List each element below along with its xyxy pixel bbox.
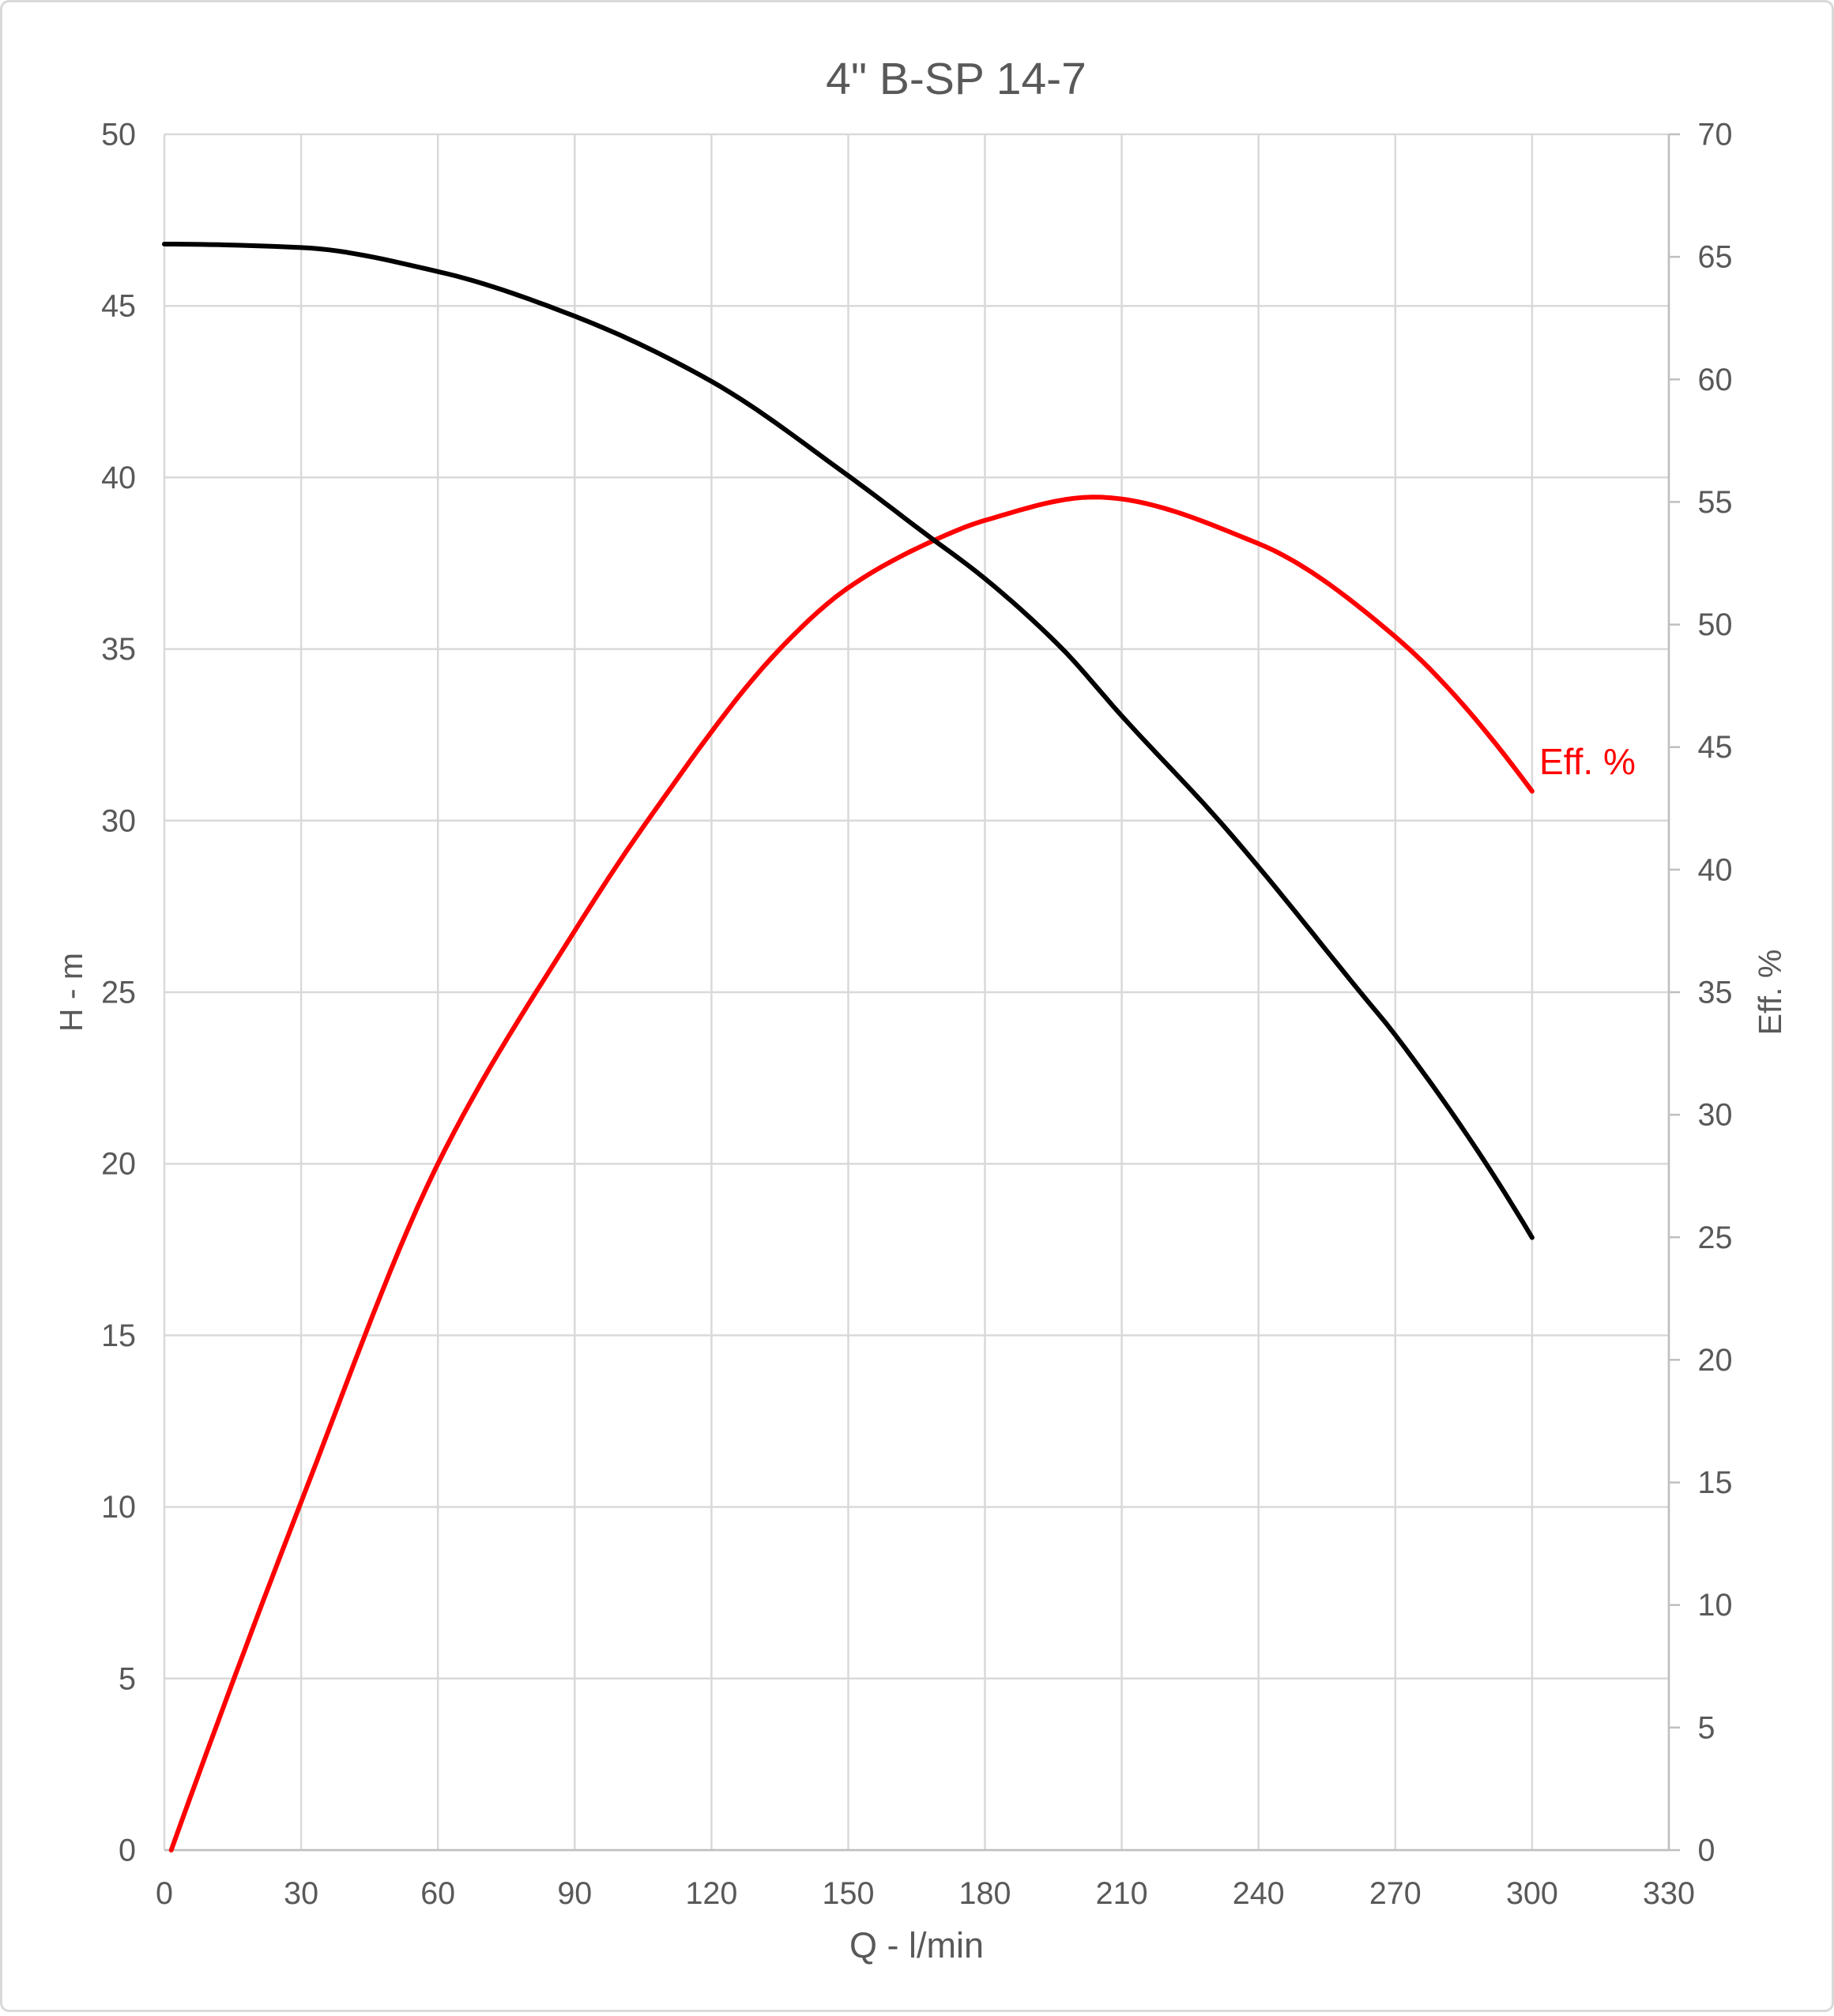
svg-text:35: 35 bbox=[101, 632, 136, 667]
svg-text:30: 30 bbox=[284, 1876, 318, 1911]
svg-text:60: 60 bbox=[420, 1876, 455, 1911]
svg-text:5: 5 bbox=[119, 1661, 136, 1696]
svg-text:210: 210 bbox=[1096, 1876, 1148, 1911]
svg-text:4" B-SP 14-7: 4" B-SP 14-7 bbox=[826, 54, 1086, 104]
svg-text:40: 40 bbox=[101, 461, 136, 495]
svg-text:15: 15 bbox=[1698, 1465, 1733, 1500]
svg-text:Eff. %: Eff. % bbox=[1752, 950, 1788, 1036]
svg-text:150: 150 bbox=[823, 1876, 875, 1911]
svg-text:300: 300 bbox=[1506, 1876, 1558, 1911]
svg-text:60: 60 bbox=[1698, 363, 1733, 397]
svg-text:120: 120 bbox=[685, 1876, 737, 1911]
svg-text:45: 45 bbox=[1698, 730, 1733, 765]
svg-text:H - m: H - m bbox=[53, 953, 89, 1032]
svg-text:50: 50 bbox=[1698, 607, 1733, 642]
svg-text:90: 90 bbox=[557, 1876, 592, 1911]
svg-text:35: 35 bbox=[1698, 976, 1733, 1010]
svg-text:20: 20 bbox=[101, 1147, 136, 1182]
svg-text:65: 65 bbox=[1698, 240, 1733, 275]
svg-text:0: 0 bbox=[156, 1876, 173, 1911]
svg-text:25: 25 bbox=[101, 976, 136, 1010]
svg-text:0: 0 bbox=[119, 1834, 136, 1868]
svg-text:Eff. %: Eff. % bbox=[1539, 741, 1636, 782]
svg-text:30: 30 bbox=[1698, 1098, 1733, 1133]
svg-text:15: 15 bbox=[101, 1318, 136, 1353]
svg-text:180: 180 bbox=[959, 1876, 1011, 1911]
svg-text:40: 40 bbox=[1698, 852, 1733, 887]
svg-text:10: 10 bbox=[101, 1490, 136, 1525]
svg-text:25: 25 bbox=[1698, 1221, 1733, 1255]
svg-text:Q - l/min: Q - l/min bbox=[849, 1925, 984, 1965]
svg-text:50: 50 bbox=[101, 118, 136, 152]
svg-text:240: 240 bbox=[1233, 1876, 1285, 1911]
svg-text:270: 270 bbox=[1369, 1876, 1422, 1911]
svg-text:70: 70 bbox=[1698, 118, 1733, 152]
svg-text:20: 20 bbox=[1698, 1343, 1733, 1378]
svg-text:0: 0 bbox=[1698, 1834, 1715, 1868]
svg-text:30: 30 bbox=[101, 803, 136, 838]
svg-text:5: 5 bbox=[1698, 1710, 1715, 1745]
svg-text:55: 55 bbox=[1698, 485, 1733, 520]
svg-text:10: 10 bbox=[1698, 1588, 1733, 1623]
svg-text:330: 330 bbox=[1643, 1876, 1695, 1911]
svg-text:45: 45 bbox=[101, 289, 136, 324]
